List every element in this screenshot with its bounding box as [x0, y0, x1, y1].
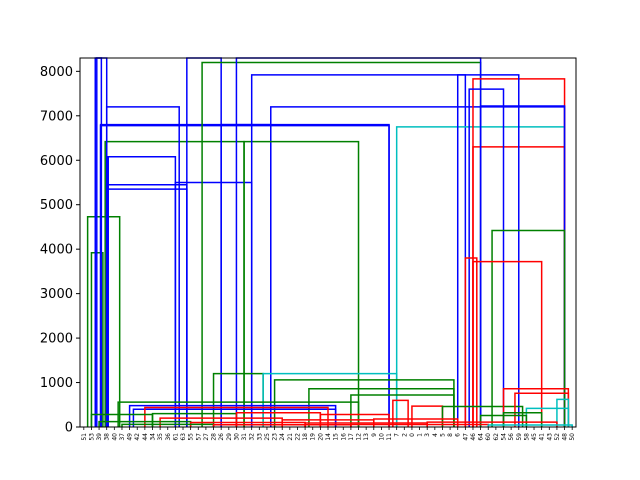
leaf-label: 37	[119, 433, 126, 441]
dendrogram-link-15	[243, 140, 360, 427]
leaf-label: 50	[569, 433, 576, 441]
dendrogram-link-0	[86, 215, 121, 427]
dendrogram-link-60	[487, 424, 573, 427]
leaf-label: 34	[149, 433, 156, 441]
dendrogram-link-18	[250, 74, 467, 427]
leaf-label: 6	[455, 433, 462, 437]
leaf-label: 12	[356, 433, 363, 441]
leaf-label: 54	[501, 433, 508, 441]
leaf-label: 61	[172, 433, 179, 441]
leaf-label: 25	[264, 433, 271, 441]
leaf-label: 26	[218, 433, 225, 441]
dendrogram-link-32	[350, 394, 455, 427]
leaf-label: 21	[287, 433, 294, 441]
dendrogram-link-45	[479, 414, 528, 427]
leaf-label: 51	[81, 433, 88, 441]
leaf-label: 7	[394, 433, 401, 437]
dendrogram-link-27	[472, 260, 543, 427]
leaf-label: 13	[363, 433, 370, 441]
dendrogram-link-25	[491, 229, 566, 427]
leaf-label: 18	[302, 433, 309, 441]
x-axis: 51 53 39 38 40 37 49 42 44 34 35 36 61 63 55 57 27 28 26 29…	[81, 427, 576, 441]
dendrogram-link-37	[392, 399, 409, 427]
leaf-label: 5	[439, 433, 446, 437]
dendrogram-link-36	[144, 406, 329, 427]
leaf-label: 38	[104, 433, 111, 441]
leaf-label: 43	[546, 433, 553, 441]
leaf-label: 59	[516, 433, 523, 441]
dendrogram-link-39	[441, 405, 524, 427]
leaf-label: 3	[424, 433, 431, 437]
leaf-label: 47	[462, 433, 469, 441]
leaf-label: 32	[249, 433, 256, 441]
dendrogram-link-26	[464, 257, 478, 427]
leaf-label: 14	[325, 433, 332, 441]
leaf-label: 57	[195, 433, 202, 441]
leaf-label: 2	[401, 433, 408, 437]
leaf-label: 64	[478, 433, 485, 441]
leaf-label: 46	[470, 433, 477, 441]
leaf-label: 62	[493, 433, 500, 441]
leaf-label: 0	[409, 433, 416, 437]
leaf-label: 16	[340, 433, 347, 441]
y-tick-label: 8000	[40, 65, 73, 80]
leaf-label: 8	[447, 433, 454, 437]
leaf-label: 4	[432, 433, 439, 437]
leaf-label: 20	[317, 433, 324, 441]
leaf-label: 49	[127, 433, 134, 441]
y-tick-label: 0	[65, 421, 73, 436]
leaf-label: 45	[531, 433, 538, 441]
leaf-label: 33	[256, 433, 263, 441]
leaf-label: 58	[523, 433, 530, 441]
leaf-label: 1	[417, 433, 424, 437]
leaf-label: 27	[203, 433, 210, 441]
dendrogram-links	[86, 57, 573, 427]
leaf-label: 48	[562, 433, 569, 441]
leaf-label: 60	[485, 433, 492, 441]
leaf-label: 24	[279, 433, 286, 441]
leaf-label: 23	[272, 433, 279, 441]
leaf-label: 9	[371, 433, 378, 437]
y-tick-label: 6000	[40, 154, 73, 169]
leaf-label: 35	[157, 433, 164, 441]
y-tick-label: 2000	[40, 332, 73, 347]
leaf-label: 52	[554, 433, 561, 441]
leaf-label: 17	[348, 433, 355, 441]
leaf-label: 44	[142, 433, 149, 441]
leaf-label: 41	[539, 433, 546, 441]
leaf-label: 29	[226, 433, 233, 441]
leaf-label: 28	[211, 433, 218, 441]
dendrogram-link-44	[502, 412, 543, 427]
leaf-label: 42	[134, 433, 141, 441]
y-tick-label: 5000	[40, 198, 73, 213]
leaf-label: 39	[96, 433, 103, 441]
dendrogram-link-5	[99, 124, 390, 427]
y-tick-label: 4000	[40, 243, 73, 258]
y-tick-label: 3000	[40, 287, 73, 302]
leaf-label: 19	[310, 433, 317, 441]
leaf-label: 55	[188, 433, 195, 441]
leaf-label: 15	[333, 433, 340, 441]
leaf-label: 11	[386, 433, 393, 441]
y-tick-label: 1000	[40, 376, 73, 391]
leaf-label: 53	[88, 433, 95, 441]
dendrogram-link-24	[456, 74, 520, 427]
dendrogram-link-49	[319, 413, 390, 427]
leaf-label: 36	[165, 433, 172, 441]
leaf-label: 22	[294, 433, 301, 441]
leaf-label: 10	[378, 433, 385, 441]
y-tick-label: 7000	[40, 109, 73, 124]
leaf-label: 30	[233, 433, 240, 441]
dendrogram-link-35	[132, 408, 337, 427]
y-axis: 0 1000 2000 3000 4000 5000 6000 7000 8000	[40, 65, 80, 436]
leaf-label: 40	[111, 433, 118, 441]
leaf-label: 63	[180, 433, 187, 441]
leaf-label: 56	[508, 433, 515, 441]
leaf-label: 31	[241, 433, 248, 441]
